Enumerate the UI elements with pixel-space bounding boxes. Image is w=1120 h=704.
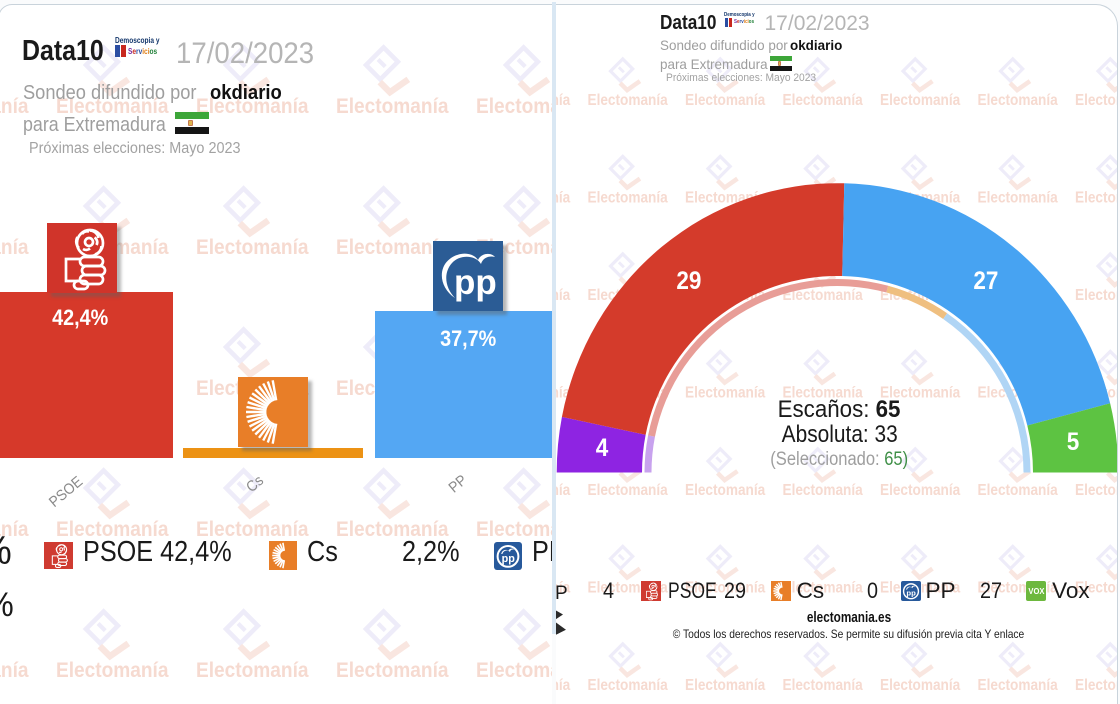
svg-text:Electomanía: Electomanía: [783, 385, 864, 402]
svg-text:Electomanía: Electomanía: [476, 659, 552, 682]
svg-text:Electomanía: Electomanía: [336, 95, 449, 118]
svg-text:Electomanía: Electomanía: [685, 385, 766, 402]
svg-text:Electomanía: Electomanía: [588, 190, 669, 207]
svg-text:Electomanía: Electomanía: [556, 92, 571, 109]
svg-text:Electomanía: Electomanía: [685, 92, 766, 109]
svg-text:Electomanía: Electomanía: [336, 518, 449, 541]
svg-text:Electomanía: Electomanía: [56, 95, 169, 118]
svg-text:Electomanía: Electomanía: [556, 580, 571, 597]
svg-text:Electomanía: Electomanía: [336, 659, 449, 682]
svg-text:Electomanía: Electomanía: [556, 287, 571, 304]
svg-text:Electomanía: Electomanía: [476, 518, 552, 541]
svg-text:Electomanía: Electomanía: [978, 190, 1059, 207]
svg-text:Electomanía: Electomanía: [1075, 580, 1118, 597]
svg-text:Electomanía: Electomanía: [1075, 190, 1118, 207]
svg-text:Electomanía: Electomanía: [0, 518, 29, 541]
svg-text:Electomanía: Electomanía: [1075, 482, 1118, 499]
svg-text:Electomanía: Electomanía: [0, 95, 29, 118]
svg-text:Electomanía: Electomanía: [56, 518, 169, 541]
svg-text:Electomanía: Electomanía: [336, 236, 449, 259]
svg-text:Electomanía: Electomanía: [978, 482, 1059, 499]
svg-text:Electomanía: Electomanía: [0, 236, 29, 259]
svg-text:Electomanía: Electomanía: [880, 482, 961, 499]
svg-text:Electomanía: Electomanía: [978, 92, 1059, 109]
svg-text:pp: pp: [454, 263, 497, 302]
svg-text:Electomanía: Electomanía: [556, 190, 571, 207]
svg-text:Electomanía: Electomanía: [196, 236, 309, 259]
svg-text:pp: pp: [906, 588, 916, 597]
svg-text:Electomanía: Electomanía: [476, 95, 552, 118]
svg-text:Electomanía: Electomanía: [56, 659, 169, 682]
svg-text:pp: pp: [502, 553, 516, 565]
svg-text:Electomanía: Electomanía: [196, 518, 309, 541]
svg-text:Electomanía: Electomanía: [588, 92, 669, 109]
svg-text:Electomanía: Electomanía: [196, 95, 309, 118]
svg-text:Electomanía: Electomanía: [880, 385, 961, 402]
svg-text:Electomanía: Electomanía: [1075, 287, 1118, 304]
svg-text:Electomanía: Electomanía: [783, 287, 864, 304]
svg-text:Electomanía: Electomanía: [685, 580, 766, 597]
svg-text:Electomanía: Electomanía: [556, 482, 571, 499]
svg-text:Electomanía: Electomanía: [880, 92, 961, 109]
svg-text:Electomanía: Electomanía: [196, 659, 309, 682]
svg-text:Electomanía: Electomanía: [783, 92, 864, 109]
svg-text:Electomanía: Electomanía: [588, 482, 669, 499]
svg-text:Electomanía: Electomanía: [783, 482, 864, 499]
svg-text:Electomanía: Electomanía: [0, 659, 29, 682]
svg-text:Electomanía: Electomanía: [1075, 92, 1118, 109]
svg-text:Electomanía: Electomanía: [685, 482, 766, 499]
svg-text:Electomanía: Electomanía: [783, 580, 864, 597]
